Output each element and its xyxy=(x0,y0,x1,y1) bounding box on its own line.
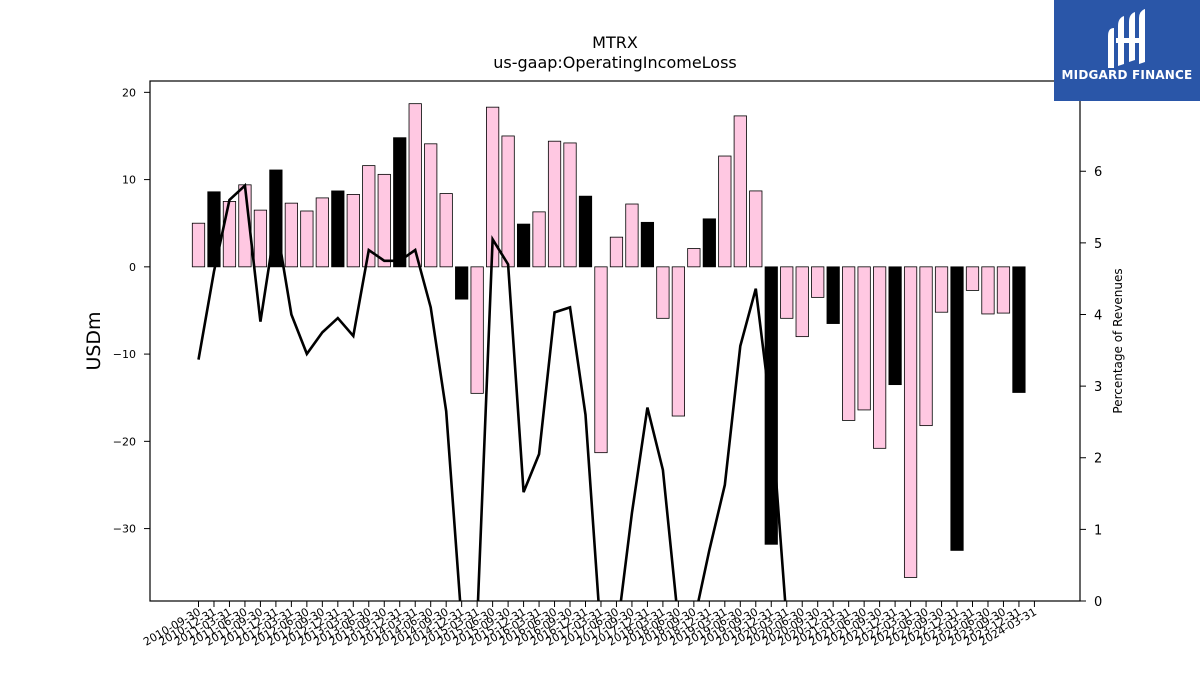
bar xyxy=(222,200,237,268)
chart-subtitle: us-gaap:OperatingIncomeLoss xyxy=(493,53,737,72)
y2-tick-label: 5 xyxy=(1094,237,1102,252)
midgard-logo-icon xyxy=(1108,9,1145,68)
bar xyxy=(300,210,314,268)
y2-tick-label: 2 xyxy=(1094,452,1102,467)
bar xyxy=(315,197,329,268)
bar xyxy=(919,266,933,427)
bar xyxy=(609,236,624,268)
bar xyxy=(284,202,298,268)
bar xyxy=(578,195,593,268)
y2-tick-label: 6 xyxy=(1094,165,1102,180)
bar xyxy=(625,203,639,268)
bar xyxy=(950,266,964,551)
brand-logo: MIDGARD FINANCE xyxy=(1054,0,1200,101)
bar xyxy=(903,266,918,578)
bar xyxy=(532,211,546,268)
bar xyxy=(594,266,608,454)
bar xyxy=(439,193,453,268)
brand-name: MIDGARD FINANCE xyxy=(1061,68,1193,82)
bar xyxy=(888,266,902,386)
y2-tick-label: 3 xyxy=(1094,380,1102,395)
y-tick-label: 10 xyxy=(122,174,136,187)
bar xyxy=(811,266,825,298)
chart-title: MTRX xyxy=(592,33,638,52)
y-tick-label: −30 xyxy=(113,523,136,536)
y-tick-label: −20 xyxy=(113,435,136,448)
y-tick-label: −10 xyxy=(113,348,136,361)
bar xyxy=(826,266,840,324)
y2-tick-label: 0 xyxy=(1094,595,1102,610)
bar xyxy=(393,137,407,268)
bar xyxy=(424,143,438,268)
bar-series xyxy=(191,103,1026,578)
bar xyxy=(501,135,515,268)
y-axis-label: USDm xyxy=(83,311,105,370)
y-axis-left: −30 −20 −10 0 10 20 xyxy=(113,86,150,536)
y-tick-label: 20 xyxy=(122,86,136,99)
bar xyxy=(656,266,670,319)
bar xyxy=(873,266,887,449)
bar xyxy=(516,223,531,268)
y-axis-right: 0 1 2 3 4 5 6 xyxy=(1080,165,1102,610)
bar xyxy=(702,218,716,268)
bar xyxy=(733,115,747,268)
bar xyxy=(842,266,856,421)
bar xyxy=(749,190,763,268)
bar xyxy=(191,222,206,268)
bar xyxy=(455,266,469,300)
bar xyxy=(563,142,577,268)
percentage-line xyxy=(197,182,787,601)
bar xyxy=(934,266,949,313)
bar xyxy=(981,266,995,315)
y2-axis-label: Percentage of Revenues xyxy=(1111,268,1125,413)
bar xyxy=(377,173,391,268)
bar xyxy=(362,165,376,268)
bar xyxy=(965,266,980,291)
bar xyxy=(408,103,422,268)
bar xyxy=(331,190,345,268)
y2-tick-label: 4 xyxy=(1094,308,1102,323)
x-axis: 2010-09-302010-12-312011-03-312011-06-30… xyxy=(141,601,1039,649)
y2-tick-label: 1 xyxy=(1094,523,1102,538)
bar xyxy=(996,266,1011,314)
bar xyxy=(470,266,484,394)
bar xyxy=(1012,266,1026,393)
bar xyxy=(857,266,871,411)
plot-frame xyxy=(149,80,1081,602)
bar xyxy=(547,140,562,268)
bar xyxy=(718,155,732,268)
bar xyxy=(671,266,685,417)
bar xyxy=(687,248,701,268)
bar xyxy=(346,194,360,268)
bar xyxy=(780,266,794,319)
bar xyxy=(795,266,809,338)
bar xyxy=(640,221,655,268)
bar xyxy=(253,209,268,268)
y-tick-label: 0 xyxy=(129,261,136,274)
